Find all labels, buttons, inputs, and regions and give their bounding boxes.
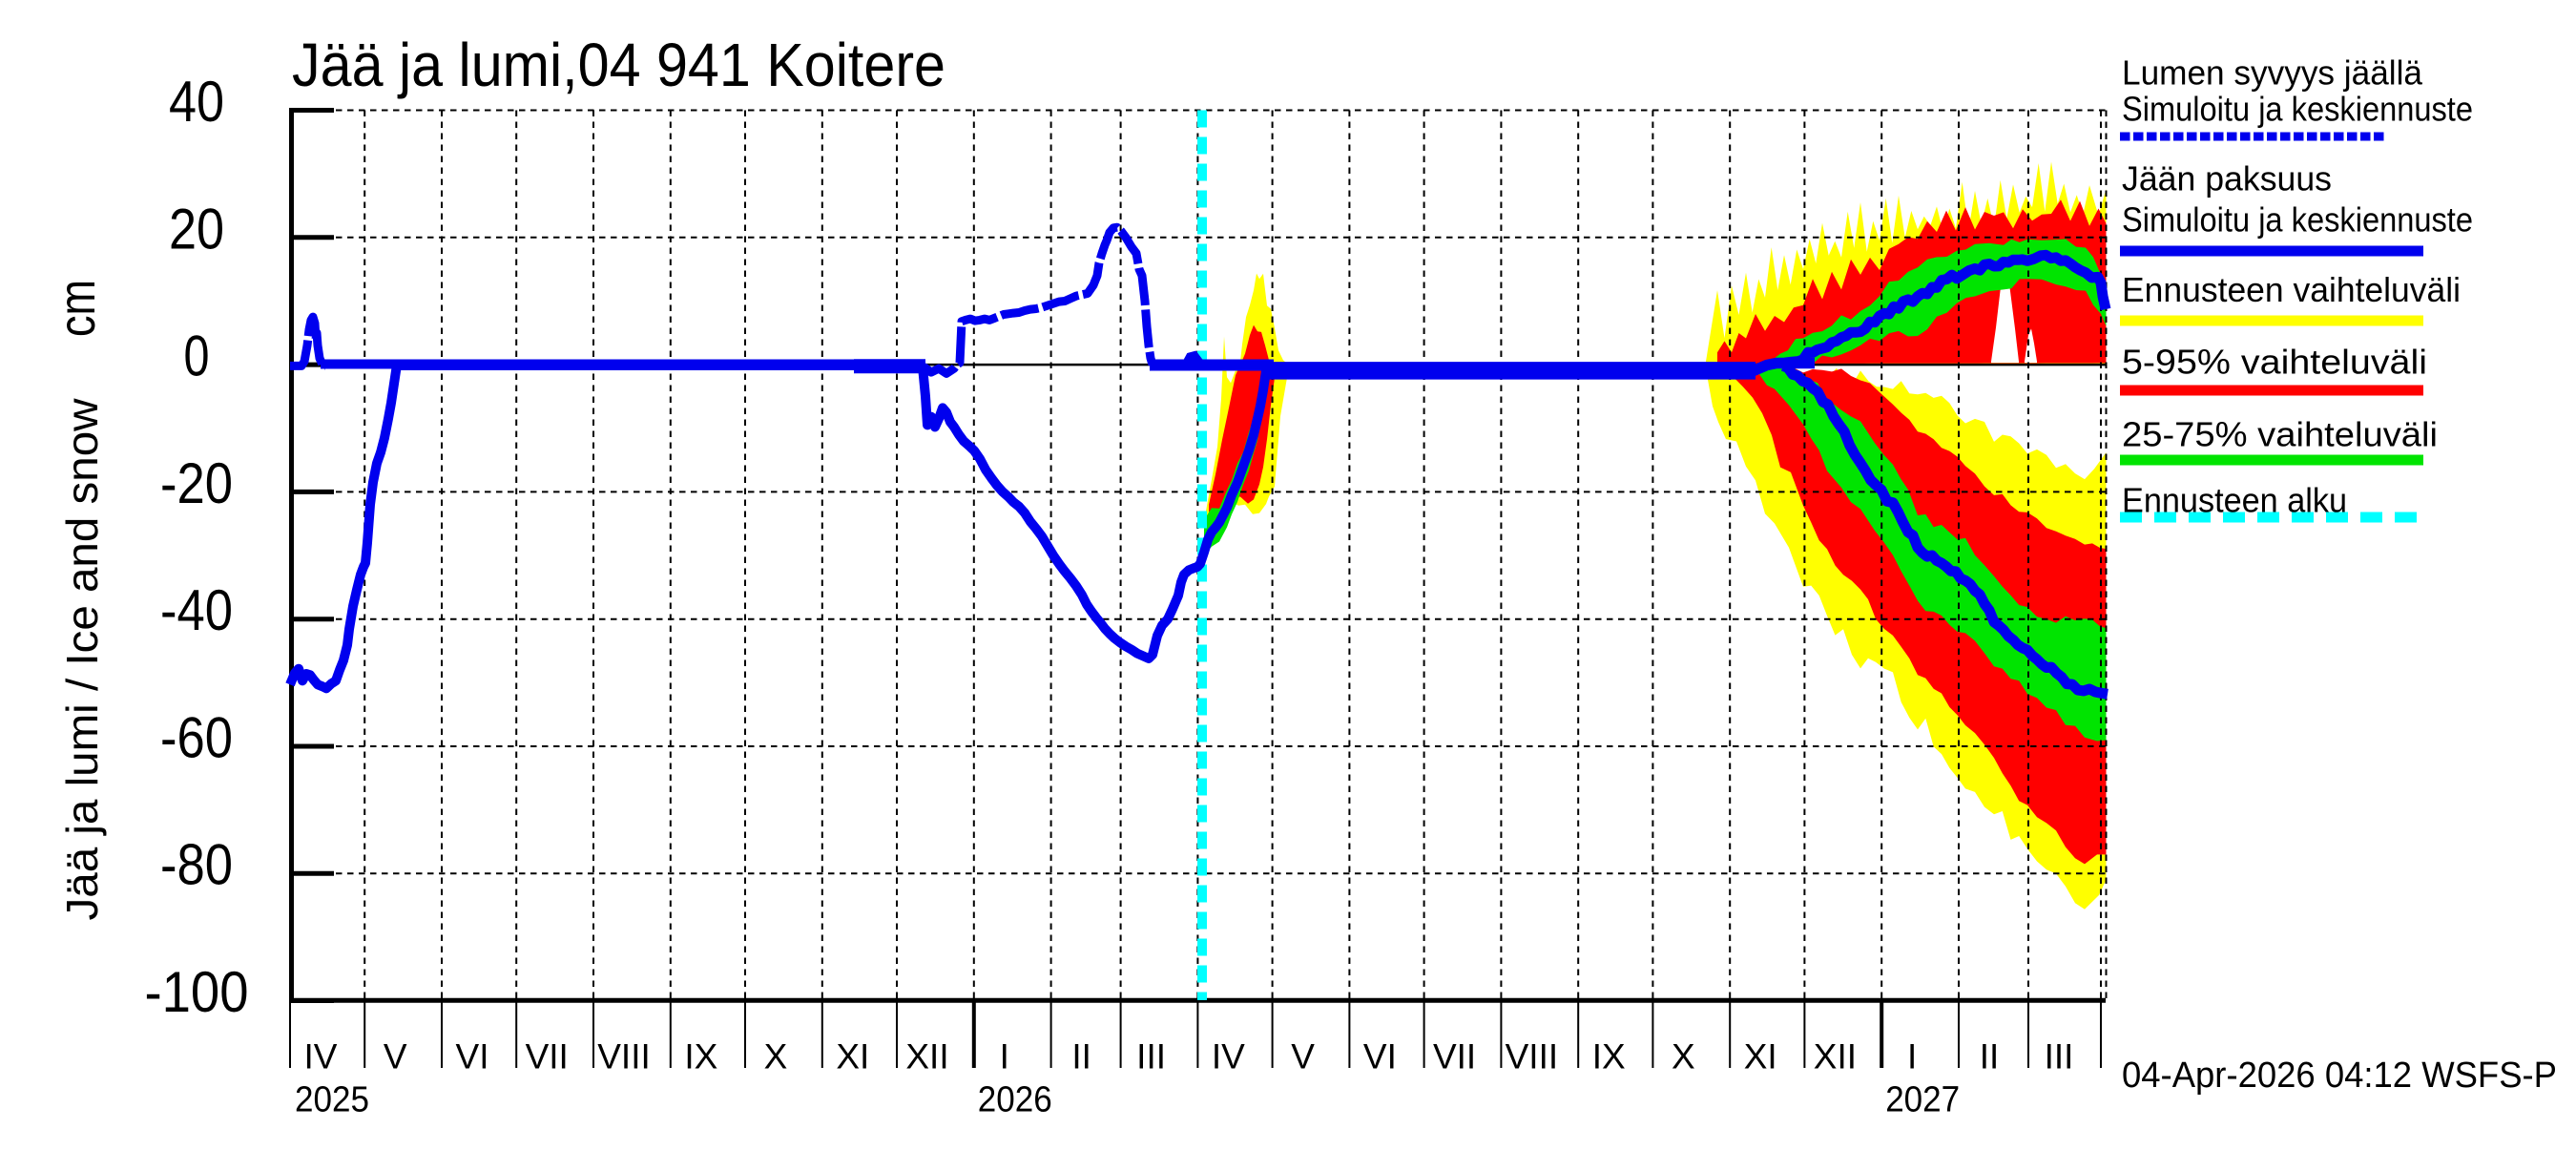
svg-text:-80: -80 [160,833,233,897]
svg-text:V: V [1291,1037,1315,1077]
svg-text:-20: -20 [160,451,233,515]
svg-text:04-Apr-2026 04:12 WSFS-P: 04-Apr-2026 04:12 WSFS-P [2122,1056,2557,1096]
svg-text:Jää ja lumi / Ice and snow: Jää ja lumi / Ice and snow [57,398,107,921]
svg-text:XII: XII [1814,1037,1857,1077]
svg-text:VII: VII [526,1037,569,1077]
svg-text:Lumen syvyys jäällä: Lumen syvyys jäällä [2122,53,2423,93]
svg-text:XII: XII [905,1037,948,1077]
svg-text:-40: -40 [160,578,233,642]
svg-text:I: I [1000,1037,1009,1077]
svg-text:X: X [764,1037,788,1077]
svg-text:Jää ja lumi,04 941 Koitere: Jää ja lumi,04 941 Koitere [292,31,945,99]
svg-text:-60: -60 [160,706,233,770]
svg-text:V: V [384,1037,407,1077]
svg-text:25-75% vaihteluväli: 25-75% vaihteluväli [2122,415,2438,454]
svg-text:IX: IX [1592,1037,1626,1077]
svg-text:-100: -100 [145,960,249,1024]
svg-text:Ennusteen alku: Ennusteen alku [2122,481,2347,520]
svg-text:III: III [1136,1037,1166,1077]
svg-text:20: 20 [169,197,224,261]
svg-text:Ennusteen vaihteluväli: Ennusteen vaihteluväli [2122,270,2461,309]
svg-text:XI: XI [1744,1037,1777,1077]
svg-text:II: II [1071,1037,1091,1077]
svg-text:40: 40 [169,70,224,134]
svg-text:VIII: VIII [597,1037,651,1077]
svg-text:IV: IV [304,1037,338,1077]
svg-text:II: II [1980,1037,2000,1077]
svg-text:2027: 2027 [1885,1080,1960,1120]
svg-text:Jään paksuus: Jään paksuus [2122,159,2332,199]
svg-text:2026: 2026 [978,1080,1052,1120]
svg-text:VII: VII [1433,1037,1476,1077]
svg-text:5-95% vaihteluväli: 5-95% vaihteluväli [2122,343,2427,382]
svg-text:cm: cm [49,280,106,337]
svg-text:XI: XI [836,1037,869,1077]
svg-text:0: 0 [184,324,210,388]
svg-text:VIII: VIII [1506,1037,1559,1077]
svg-text:Simuloitu ja keskiennuste: Simuloitu ja keskiennuste [2122,90,2473,129]
svg-text:III: III [2045,1037,2074,1077]
svg-text:VI: VI [456,1037,489,1077]
svg-text:I: I [1907,1037,1917,1077]
svg-text:Simuloitu ja keskiennuste: Simuloitu ja keskiennuste [2122,200,2473,240]
svg-text:IV: IV [1212,1037,1245,1077]
svg-text:VI: VI [1363,1037,1397,1077]
svg-text:X: X [1672,1037,1695,1077]
svg-text:2025: 2025 [295,1080,369,1120]
svg-text:IX: IX [684,1037,717,1077]
